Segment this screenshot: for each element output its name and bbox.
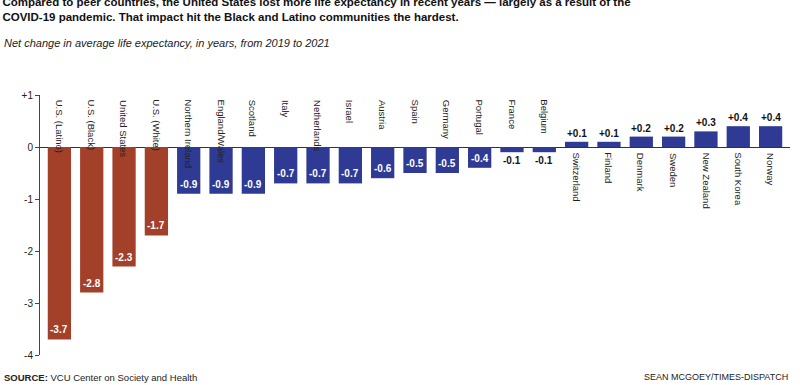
- svg-text:-1: -1: [24, 194, 33, 205]
- svg-text:Belgium: Belgium: [539, 99, 550, 133]
- svg-text:-0.6: -0.6: [374, 163, 392, 174]
- svg-text:-2.3: -2.3: [115, 252, 133, 263]
- svg-text:Austria: Austria: [377, 100, 388, 130]
- svg-text:Finland: Finland: [603, 152, 614, 183]
- svg-text:Northern Ireland: Northern Ireland: [183, 99, 194, 168]
- svg-text:Switzerland: Switzerland: [571, 152, 582, 201]
- svg-text:England/Wales: England/Wales: [216, 100, 227, 164]
- svg-text:Portugal: Portugal: [474, 99, 485, 134]
- svg-text:France: France: [507, 100, 518, 130]
- svg-text:U.S. (White): U.S. (White): [151, 99, 162, 151]
- svg-text:+0.4: +0.4: [761, 112, 781, 123]
- svg-text:Net change in average life exp: Net change in average life expectancy, i…: [4, 37, 330, 49]
- svg-text:+0.2: +0.2: [664, 123, 684, 134]
- svg-text:SOURCE: VCU Center on Society: SOURCE: VCU Center on Society and Health: [4, 372, 197, 383]
- svg-text:Spain: Spain: [410, 100, 421, 124]
- svg-text:Netherlands: Netherlands: [312, 100, 323, 151]
- svg-text:-0.9: -0.9: [212, 179, 230, 190]
- svg-text:-0.5: -0.5: [438, 158, 456, 169]
- svg-text:-4: -4: [24, 350, 33, 361]
- svg-text:Scotland: Scotland: [247, 100, 258, 137]
- svg-text:Sweden: Sweden: [668, 153, 679, 187]
- svg-text:Israel: Israel: [344, 100, 355, 123]
- svg-text:-1.7: -1.7: [147, 220, 165, 231]
- svg-text:-0.7: -0.7: [309, 168, 327, 179]
- svg-text:-3.7: -3.7: [50, 324, 68, 335]
- svg-text:New Zealand: New Zealand: [701, 153, 712, 209]
- svg-text:Norway: Norway: [765, 153, 776, 185]
- svg-text:United States: United States: [118, 100, 129, 157]
- svg-text:-0.7: -0.7: [341, 168, 359, 179]
- svg-text:-0.1: -0.1: [535, 155, 553, 166]
- svg-text:-0.1: -0.1: [503, 155, 521, 166]
- svg-text:Compared to peer countries, th: Compared to peer countries, the United S…: [2, 0, 630, 23]
- svg-text:-2.8: -2.8: [83, 278, 101, 289]
- svg-text:+0.2: +0.2: [631, 123, 651, 134]
- svg-text:SEAN MCGOEY/TIMES-DISPATCH: SEAN MCGOEY/TIMES-DISPATCH: [644, 372, 788, 382]
- svg-text:Italy: Italy: [280, 100, 291, 118]
- svg-text:-0.9: -0.9: [180, 179, 198, 190]
- svg-text:+0.4: +0.4: [728, 112, 748, 123]
- svg-text:-0.5: -0.5: [406, 158, 424, 169]
- svg-text:+0.1: +0.1: [599, 128, 619, 139]
- svg-text:U.S. (Black): U.S. (Black): [86, 99, 97, 150]
- svg-text:-0.4: -0.4: [471, 153, 489, 164]
- svg-text:-0.9: -0.9: [244, 179, 262, 190]
- svg-text:South Korea: South Korea: [733, 152, 744, 206]
- svg-text:+0.3: +0.3: [696, 117, 716, 128]
- svg-text:+0.1: +0.1: [567, 128, 587, 139]
- svg-text:-3: -3: [24, 298, 33, 309]
- svg-text:-0.7: -0.7: [277, 168, 295, 179]
- svg-text:U.S. (Latino): U.S. (Latino): [54, 100, 65, 153]
- svg-text:+1: +1: [22, 90, 34, 101]
- svg-text:0: 0: [27, 142, 33, 153]
- svg-text:Denmark: Denmark: [635, 153, 646, 192]
- svg-text:Germany: Germany: [441, 100, 452, 139]
- svg-text:-2: -2: [24, 246, 33, 257]
